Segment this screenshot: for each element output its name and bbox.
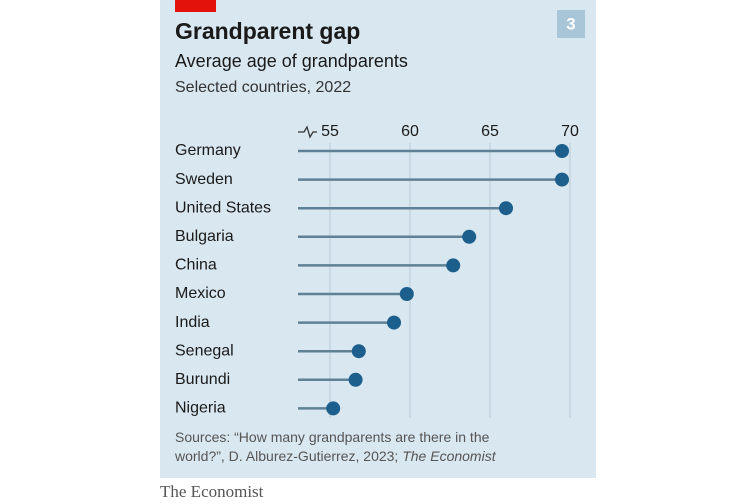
dot [462, 229, 477, 244]
x-tick-label: 65 [481, 123, 499, 140]
dot [387, 315, 401, 330]
x-tick-label: 60 [401, 123, 419, 140]
dot [555, 172, 569, 187]
y-tick-label: Nigeria [175, 400, 226, 417]
red-tag [175, 0, 216, 12]
y-tick-label: Germany [175, 142, 241, 159]
dot [399, 287, 414, 301]
panel [160, 0, 596, 478]
chart-title: Grandparent gap [175, 18, 360, 44]
subtitle-2: Selected countries, 2022 [175, 79, 351, 96]
y-tick-label: Mexico [175, 285, 226, 302]
source-publisher: The Economist [402, 448, 496, 464]
dot [555, 144, 569, 158]
subtitle: Average age of grandparents [175, 51, 408, 71]
source: Sources: “How many grandparents are ther… [175, 428, 515, 466]
y-tick-label: Sweden [175, 171, 233, 188]
badge: 3 [566, 14, 575, 33]
badge-box [557, 10, 585, 38]
source-text: Sources: “How many grandparents are ther… [175, 429, 490, 464]
y-tick-label: India [175, 314, 210, 331]
y-tick-label: Burundi [175, 371, 230, 388]
x-tick-label: 70 [561, 123, 579, 140]
y-tick-label: United States [175, 199, 271, 216]
chart: 3 Grandparent gap Average age of grandpa… [160, 0, 596, 478]
x-tick-label: 55 [321, 123, 339, 140]
footer: The Economist [160, 482, 264, 501]
dot [326, 401, 341, 416]
y-tick-label: China [175, 257, 217, 274]
dot [499, 201, 513, 216]
dot [446, 258, 461, 273]
y-tick-label: Bulgaria [175, 228, 234, 245]
axis-break [298, 125, 317, 139]
dot [348, 372, 363, 387]
dot [351, 344, 366, 359]
y-tick-label: Senegal [175, 342, 234, 359]
